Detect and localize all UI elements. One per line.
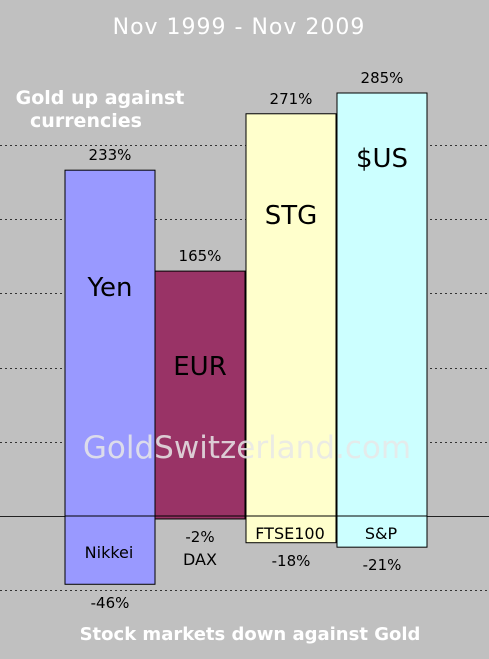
category-label-currency: EUR — [173, 352, 227, 382]
value-label-currency: 233% — [89, 146, 132, 164]
category-label-index: DAX — [183, 550, 217, 569]
category-label-currency: STG — [265, 201, 318, 231]
annotation-top-line2: currencies — [30, 110, 142, 132]
bars — [64, 92, 428, 585]
value-label-currency: 285% — [361, 69, 404, 87]
bar-index-1 — [154, 515, 246, 520]
category-label-index: FTSE100 — [255, 524, 325, 543]
value-label-currency: 271% — [270, 90, 313, 108]
annotation-top-line1: Gold up against — [16, 87, 185, 109]
value-label-index: -21% — [363, 556, 402, 574]
bar-currency-0 — [64, 169, 156, 517]
category-label-index: S&P — [365, 524, 398, 543]
value-label-index: -46% — [91, 594, 130, 612]
category-label-index: Nikkei — [85, 543, 134, 562]
value-label-index: -18% — [272, 552, 311, 570]
bar-labels: 233% Yen Nikkei -46% 165% EUR DAX -2% 271% STG FTS… — [85, 69, 408, 612]
bar-currency-1 — [154, 270, 246, 517]
bar-index-3 — [336, 515, 428, 548]
annotation-bottom: Stock markets down against Gold — [80, 624, 421, 645]
bar-index-0 — [64, 515, 156, 585]
bar-index-2 — [245, 515, 337, 544]
value-label-currency: 165% — [179, 247, 222, 265]
category-label-currency: $US — [356, 144, 408, 174]
watermark: GoldSwitzerland.com — [83, 430, 411, 466]
value-label-index: -2% — [185, 528, 214, 546]
chart-title: Nov 1999 - Nov 2009 — [113, 15, 366, 40]
category-label-currency: Yen — [87, 273, 133, 303]
